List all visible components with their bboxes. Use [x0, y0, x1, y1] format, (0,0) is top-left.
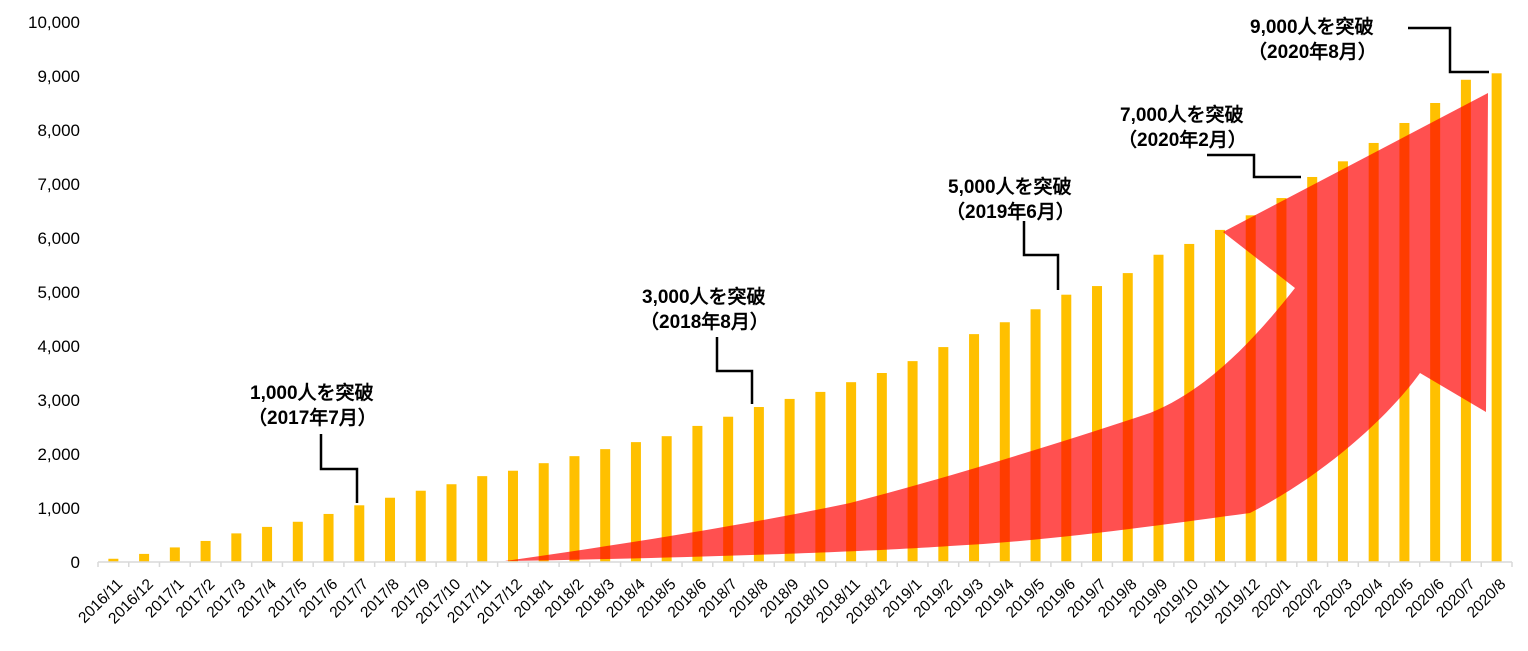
- bar-2017/1: [169, 547, 180, 562]
- annotation-subtext-2: （2018年8月）: [640, 310, 769, 333]
- annotation-subtext-1: （2017年7月）: [248, 406, 377, 429]
- annotation-text-5: 9,000人を突破: [1250, 15, 1374, 38]
- bar-2017/7: [354, 505, 365, 562]
- y-axis-tick-label: 6,000: [37, 229, 80, 248]
- y-axis-tick-label: 10,000: [28, 13, 80, 32]
- bar-2018/5: [661, 436, 672, 562]
- y-axis-tick-label: 0: [71, 553, 80, 572]
- bar-2016/11: [108, 558, 119, 562]
- bar-2017/8: [385, 497, 396, 562]
- y-axis-tick-label: 9,000: [37, 67, 80, 86]
- annotation-leader-4: [1207, 153, 1301, 179]
- bar-2018/8: [753, 407, 764, 562]
- bar-2017/2: [200, 540, 211, 562]
- bar-2017/11: [477, 476, 488, 562]
- annotation-subtext-5: （2020年8月）: [1248, 40, 1377, 63]
- bar-2018/12: [876, 373, 887, 562]
- bar-2019/2: [938, 347, 949, 562]
- bar-2019/7: [1092, 286, 1103, 562]
- growth-arrow: [505, 93, 1488, 561]
- bar-2018/9: [784, 398, 795, 562]
- bar-2018/2: [569, 456, 580, 562]
- bar-2018/10: [815, 391, 826, 562]
- y-axis-tick-label: 7,000: [37, 175, 80, 194]
- y-axis-tick-label: 4,000: [37, 337, 80, 356]
- bar-2017/9: [415, 490, 426, 562]
- annotation-leader-3: [1022, 221, 1060, 290]
- bar-2019/4: [999, 322, 1010, 562]
- bar-2019/9: [1153, 254, 1164, 563]
- y-axis-tick-label: 8,000: [37, 121, 80, 140]
- bar-2019/3: [969, 334, 980, 562]
- bar-2016/12: [139, 553, 150, 562]
- bar-2019/5: [1030, 309, 1041, 562]
- annotation-text-4: 7,000人を突破: [1120, 103, 1244, 126]
- bar-2017/12: [507, 470, 518, 562]
- y-axis-tick-label: 3,000: [37, 391, 80, 410]
- bar-2018/4: [630, 442, 641, 562]
- bar-2017/10: [446, 484, 457, 562]
- annotation-subtext-4: （2020年2月）: [1118, 128, 1247, 151]
- annotation-leader-1: [319, 434, 359, 503]
- annotation-leader-5: [1408, 26, 1489, 74]
- annotation-text-2: 3,000人を突破: [642, 285, 766, 308]
- bar-2018/1: [538, 463, 549, 562]
- bar-2018/11: [846, 382, 857, 562]
- bar-2018/7: [723, 416, 734, 562]
- bar-2017/6: [323, 513, 334, 562]
- bar-2019/1: [907, 361, 918, 562]
- annotation-text-3: 5,000人を突破: [948, 175, 1072, 198]
- bar-2017/4: [262, 526, 273, 562]
- bar-2017/3: [231, 533, 242, 562]
- bar-2020/8: [1491, 73, 1502, 563]
- annotation-leader-2: [715, 337, 754, 404]
- bar-2018/6: [692, 425, 703, 562]
- y-axis-tick-label: 2,000: [37, 445, 80, 464]
- bar-2019/6: [1061, 294, 1072, 562]
- bar-2018/3: [600, 449, 611, 562]
- bar-2019/8: [1122, 273, 1133, 562]
- annotation-text-1: 1,000人を突破: [250, 381, 374, 404]
- annotation-subtext-3: （2019年6月）: [946, 200, 1075, 223]
- bar-2017/5: [292, 521, 303, 562]
- y-axis-tick-label: 5,000: [37, 283, 80, 302]
- y-axis-tick-label: 1,000: [37, 499, 80, 518]
